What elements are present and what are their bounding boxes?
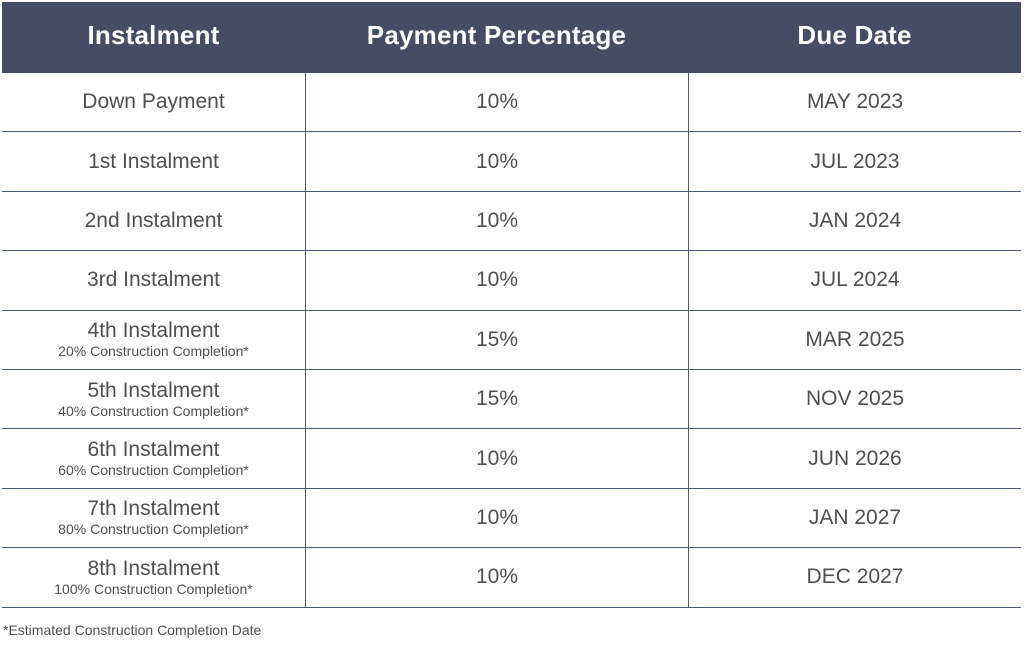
percentage-cell: 10%: [305, 73, 688, 132]
instalment-name: 1st Instalment: [88, 149, 219, 173]
instalment-cell: Down Payment: [2, 73, 305, 131]
due-date-cell: MAR 2025: [688, 310, 1021, 369]
table-row: 4th Instalment 20% Construction Completi…: [2, 310, 1021, 370]
due-date-cell: JAN 2024: [688, 191, 1021, 251]
payment-percentage: 10%: [475, 505, 519, 529]
construction-completion-note: 40% Construction Completion*: [58, 402, 249, 419]
instalment-cell: 8th Instalment 100% Construction Complet…: [2, 548, 305, 606]
construction-completion-note: 100% Construction Completion*: [54, 580, 253, 597]
due-date: JUL 2024: [810, 268, 900, 292]
instalment-name: 6th Instalment: [87, 438, 220, 462]
table-row: 5th Instalment 40% Construction Completi…: [2, 369, 1021, 430]
due-date: JAN 2024: [808, 208, 902, 232]
header-due-date: Due Date: [797, 20, 912, 50]
instalment-name: Down Payment: [82, 90, 225, 114]
instalment-name: 7th Instalment: [87, 497, 220, 521]
table-row: 2nd Instalment 10% JAN 2024: [2, 191, 1021, 252]
table-row: 3rd Instalment 10% JUL 2024: [2, 251, 1021, 311]
construction-completion-note: 60% Construction Completion*: [58, 462, 249, 479]
table-header-row: Instalment Payment Percentage Due Date: [2, 2, 1021, 73]
instalment-cell: 7th Instalment 80% Construction Completi…: [2, 489, 305, 547]
table-row: Down Payment 10% MAY 2023: [2, 73, 1021, 133]
payment-percentage: 15%: [475, 327, 519, 351]
due-date: MAY 2023: [806, 90, 904, 114]
table-row: 8th Instalment 100% Construction Complet…: [2, 548, 1021, 608]
payment-percentage: 10%: [475, 208, 519, 232]
payment-percentage: 15%: [475, 387, 519, 411]
payment-percentage: 10%: [475, 446, 519, 470]
due-date-cell: JUN 2026: [688, 429, 1021, 488]
due-date-cell: DEC 2027: [688, 548, 1021, 607]
percentage-cell: 10%: [305, 132, 688, 191]
due-date: JUN 2026: [808, 446, 902, 470]
instalment-name: 2nd Instalment: [84, 208, 223, 232]
instalment-cell: 6th Instalment 60% Construction Completi…: [2, 429, 305, 487]
instalment-cell: 2nd Instalment: [2, 192, 305, 250]
due-date-cell: JUL 2023: [688, 132, 1021, 191]
table-row: 6th Instalment 60% Construction Completi…: [2, 429, 1021, 489]
header-payment-percentage: Payment Percentage: [366, 20, 627, 50]
instalment-name: 5th Instalment: [87, 378, 220, 402]
due-date-cell: NOV 2025: [688, 369, 1021, 429]
payment-schedule-table: Instalment Payment Percentage Due Date D…: [2, 2, 1021, 608]
due-date: NOV 2025: [805, 387, 905, 411]
instalment-cell: 5th Instalment 40% Construction Completi…: [2, 370, 305, 428]
construction-completion-note: 20% Construction Completion*: [58, 343, 249, 360]
instalment-name: 4th Instalment: [87, 319, 220, 343]
due-date-cell: JAN 2027: [688, 488, 1021, 548]
table-row: 7th Instalment 80% Construction Completi…: [2, 488, 1021, 549]
due-date: JUL 2023: [810, 149, 900, 173]
instalment-cell: 4th Instalment 20% Construction Completi…: [2, 311, 305, 369]
table-row: 1st Instalment 10% JUL 2023: [2, 132, 1021, 192]
payment-percentage: 10%: [475, 149, 519, 173]
due-date-cell: JUL 2024: [688, 251, 1021, 310]
footnote: *Estimated Construction Completion Date: [3, 622, 262, 638]
due-date: DEC 2027: [806, 565, 904, 589]
percentage-cell: 15%: [305, 369, 688, 429]
percentage-cell: 15%: [305, 310, 688, 369]
percentage-cell: 10%: [305, 429, 688, 488]
due-date: MAR 2025: [805, 327, 905, 351]
percentage-cell: 10%: [305, 548, 688, 607]
percentage-cell: 10%: [305, 191, 688, 251]
percentage-cell: 10%: [305, 251, 688, 310]
due-date: JAN 2027: [808, 505, 902, 529]
instalment-cell: 1st Instalment: [2, 132, 305, 190]
instalment-name: 8th Instalment: [87, 556, 220, 580]
payment-percentage: 10%: [475, 90, 519, 114]
payment-percentage: 10%: [475, 565, 519, 589]
instalment-cell: 3rd Instalment: [2, 251, 305, 309]
percentage-cell: 10%: [305, 488, 688, 548]
instalment-name: 3rd Instalment: [86, 268, 221, 292]
due-date-cell: MAY 2023: [688, 73, 1021, 132]
construction-completion-note: 80% Construction Completion*: [58, 521, 249, 538]
header-instalment: Instalment: [87, 20, 220, 50]
payment-percentage: 10%: [475, 268, 519, 292]
